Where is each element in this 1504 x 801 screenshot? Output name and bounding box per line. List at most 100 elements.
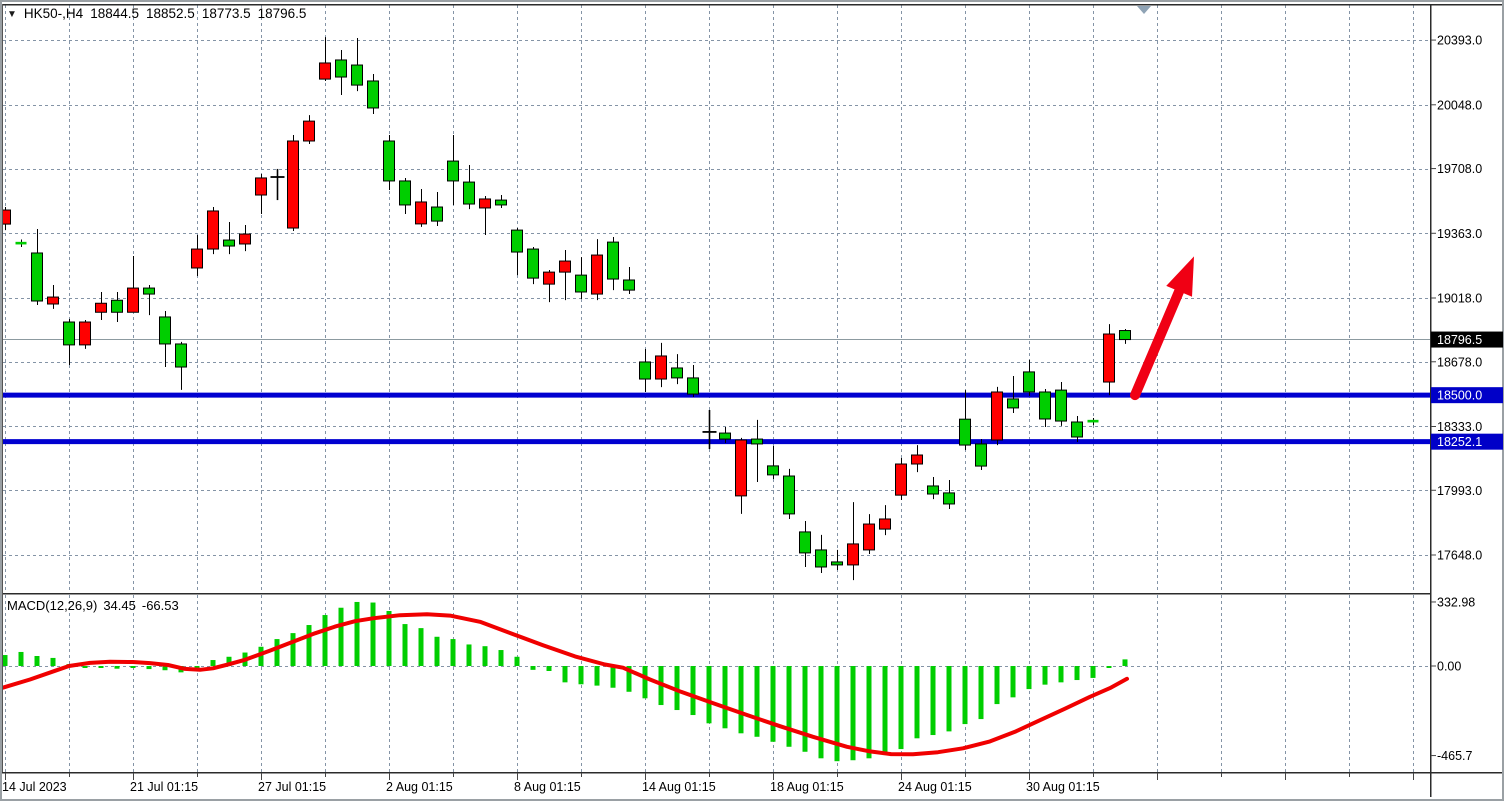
macd-histogram-bar [930,666,936,736]
macd-histogram-bar [850,666,856,761]
macd-histogram-bar [610,666,616,688]
macd-histogram-bar [946,666,952,732]
macd-histogram-bar [1106,666,1112,668]
price-axis-label: 17648.0 [1437,548,1482,562]
candle [351,38,363,92]
svg-text:18796.5: 18796.5 [1437,333,1482,347]
macd-histogram-bar [578,666,584,685]
candle [559,249,571,301]
macd-histogram-bar [306,625,312,666]
price-axis-label: 20048.0 [1437,98,1482,112]
candle [943,479,955,510]
macd-histogram-bar [498,650,504,666]
candle [719,427,731,443]
candle [831,549,843,570]
candle [767,446,779,480]
macd-histogram-bar [130,666,136,668]
price-axis[interactable]: 20393.0 20048.0 19708.0 19363.0 19018.0 18678… [1431,34,1503,763]
candle [223,222,235,255]
candle [655,342,667,388]
candle [3,207,11,231]
candle [623,267,635,295]
macd-histogram-bar [98,666,104,668]
macd-histogram-bar [370,602,376,666]
candle [1023,359,1035,396]
time-axis-label: 2 Aug 01:15 [386,780,453,794]
macd-pane[interactable] [2,601,1129,762]
macd-histogram-bar [738,666,744,734]
candle [1055,382,1067,426]
macd-histogram-bar [706,666,712,724]
candle [47,285,59,309]
candle [127,255,139,313]
macd-histogram-bar [466,644,472,666]
support-price-tag: 18252.1 [1431,433,1503,450]
macd-histogram-bar [162,666,168,671]
candle [527,246,539,285]
price-axis-label: 20393.0 [1437,34,1482,48]
macd-histogram-bar [290,633,296,666]
candle [927,476,939,500]
macd-histogram-bar [322,615,328,666]
macd-signal-line [3,612,1129,757]
macd-histogram-bar [978,666,984,720]
candle [111,291,123,323]
macd-axis-label: 332.98 [1437,595,1475,609]
support-price-tag: 18500.0 [1431,387,1503,404]
shift-marker-icon [1137,6,1151,14]
price-axis-label: 19018.0 [1437,292,1482,306]
macd-signal-value: -66.53 [141,598,179,613]
candle [95,291,107,320]
macd-histogram-bar [338,607,344,666]
candle [1087,418,1099,426]
candle [270,168,285,201]
candle [255,174,267,214]
macd-histogram-bar [898,666,904,750]
macd-histogram-bar [786,666,792,747]
candle [287,134,299,232]
macd-histogram-bar [914,666,920,739]
price-axis-label: 19708.0 [1437,162,1482,176]
candle [607,237,619,291]
open-value: 18844.5 [90,6,139,21]
macd-histogram-bar [434,636,440,666]
candle [495,195,507,208]
candle [671,354,683,385]
macd-histogram-bar [18,651,24,666]
candle [207,207,219,255]
candle [911,445,923,473]
macd-histogram-bar [546,666,552,672]
grid [3,5,1430,772]
candle [1039,388,1051,428]
macd-histogram-bar [626,666,632,692]
macd-histogram-bar [3,655,8,666]
time-axis-label: 30 Aug 01:15 [1026,780,1100,794]
candle [879,505,891,536]
candle [991,386,1003,446]
candle [1119,329,1131,344]
svg-text:18252.1: 18252.1 [1437,435,1482,449]
candle [687,364,699,398]
candle [431,192,443,226]
macd-histogram-bar [194,666,200,669]
macd-histogram-bar [402,624,408,666]
candle [847,502,859,581]
time-axis-label: 14 Aug 01:15 [642,780,716,794]
candle [31,228,43,305]
time-axis-label: 14 Jul 2023 [2,780,67,794]
time-axis[interactable]: 14 Jul 2023 21 Jul 01:15 27 Jul 01:15 2 Aug… [2,773,1414,794]
macd-histogram-bar [354,601,360,666]
macd-name: MACD(12,26,9) [7,598,98,613]
macd-indicator-label: MACD(12,26,9) 34.45 -66.53 [7,598,179,613]
macd-histogram-bar [114,666,120,669]
high-value: 18852.5 [146,6,195,21]
price-axis-label: 17993.0 [1437,484,1482,498]
candle [543,270,555,303]
candle [63,319,75,365]
up-trend-arrow[interactable] [1130,256,1194,401]
candle [463,165,475,210]
price-axis-label: 18678.0 [1437,355,1482,369]
macd-axis-label: 0.00 [1437,660,1461,674]
